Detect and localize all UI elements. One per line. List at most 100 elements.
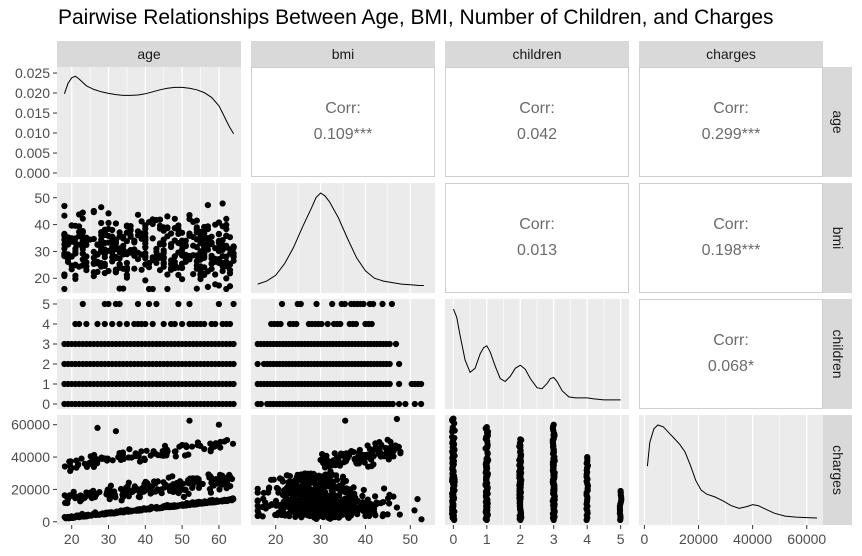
scatter-point <box>215 219 222 226</box>
scatter-point <box>175 300 182 308</box>
scatter-point <box>139 484 146 491</box>
corr-value: 0.109*** <box>313 126 373 143</box>
y-tick-label: 5 <box>42 296 50 312</box>
scatter-point <box>79 215 86 222</box>
scatter-point <box>279 509 286 517</box>
scatter-point <box>176 443 183 450</box>
scatter-point <box>324 497 331 505</box>
x-axis: 0 1 2 3 4 5 <box>449 525 625 547</box>
y-tick-label: 20 <box>34 270 50 286</box>
scatter-point <box>372 501 380 508</box>
scatter-point <box>397 450 404 457</box>
scatter-point <box>278 476 285 483</box>
scatter-point <box>346 490 353 498</box>
scatter-point <box>381 485 388 492</box>
y-axis: 20 30 40 50 <box>34 190 57 286</box>
scatter-point <box>254 512 261 520</box>
scatter-point <box>68 514 75 522</box>
x-tick-label: 5 <box>617 531 625 547</box>
scatter-point <box>116 300 123 308</box>
scatter-point <box>147 505 154 512</box>
strip-right-label: bmi <box>829 226 846 250</box>
scatter-point <box>396 511 403 518</box>
scatter-point <box>123 274 130 281</box>
scatter-point <box>393 415 400 423</box>
y-tick-label: 0.000 <box>15 165 50 181</box>
plot-panel <box>57 67 241 177</box>
scatter-point <box>156 225 164 232</box>
scatter-point <box>142 244 149 251</box>
scatter-point <box>365 507 372 514</box>
scatter-point <box>98 263 105 270</box>
scatter-point <box>321 456 328 463</box>
y-tick-label: 0.020 <box>15 85 50 101</box>
scatter-point <box>360 486 367 494</box>
scatter-point <box>156 240 164 247</box>
scatter-point <box>277 320 284 328</box>
scatter-point <box>142 277 149 284</box>
scatter-point <box>153 300 160 308</box>
scatter-point <box>207 440 214 447</box>
scatter-point <box>76 492 83 499</box>
scatter-point <box>358 454 365 461</box>
scatter-point <box>341 459 348 466</box>
scatter-point <box>230 300 237 308</box>
scatter-point <box>180 493 187 500</box>
scatter-point <box>360 505 367 512</box>
scatter-point <box>370 508 377 515</box>
scatter-point <box>215 231 222 238</box>
scatter-point <box>125 507 132 514</box>
scatter-point <box>179 249 186 256</box>
scatter-point <box>313 487 320 494</box>
scatter-point <box>215 256 222 263</box>
scatter-point <box>123 320 130 328</box>
scatter-point <box>360 300 367 308</box>
plot-panel <box>639 415 823 525</box>
x-axis: 20 30 40 50 60 <box>64 525 227 547</box>
scatter-point <box>64 500 71 507</box>
scatter-point <box>381 453 388 460</box>
scatter-point <box>342 417 349 424</box>
scatter-point <box>79 300 86 308</box>
scatter-point <box>112 255 119 262</box>
scatter-point <box>356 446 363 454</box>
scatter-point <box>183 444 190 451</box>
scatter-point <box>396 360 403 368</box>
scatter-point <box>193 253 200 260</box>
scatter-point <box>72 250 79 257</box>
scatter-point <box>329 300 336 308</box>
scatter-point <box>215 300 222 308</box>
scatter-point <box>166 487 174 494</box>
scatter-point <box>131 251 138 258</box>
scatter-point <box>386 380 393 388</box>
corr-value: 0.299*** <box>701 126 761 143</box>
scatter-point <box>352 320 360 328</box>
scatter-point <box>254 498 261 505</box>
scatter-point <box>160 263 167 270</box>
x-tick-label: 2 <box>516 531 524 547</box>
scatter-point <box>257 400 264 408</box>
scatter-point <box>79 513 86 520</box>
scatter-point <box>116 261 123 268</box>
scatter-point <box>182 237 189 244</box>
scatter-point <box>64 494 71 501</box>
scatter-point <box>150 450 157 457</box>
scatter-point <box>90 235 97 243</box>
corr-label: Corr: <box>519 216 555 233</box>
scatter-point <box>101 254 108 261</box>
scatter-point <box>396 400 403 408</box>
scatter-point <box>181 486 188 493</box>
density-line <box>257 192 424 286</box>
scatter-point <box>368 463 375 470</box>
scatter-point <box>340 451 347 458</box>
scatter-point <box>128 488 136 495</box>
scatter-point <box>386 340 393 348</box>
scatter-point <box>112 494 119 501</box>
scatter-point <box>226 471 233 478</box>
corr-panel-bmi-charges: Corr: 0.198*** <box>639 183 823 293</box>
scatter-point <box>367 502 374 510</box>
scatter-point <box>171 215 178 222</box>
scatter-point <box>411 507 418 514</box>
scatter-point <box>392 340 400 348</box>
scatter-point <box>287 487 294 494</box>
